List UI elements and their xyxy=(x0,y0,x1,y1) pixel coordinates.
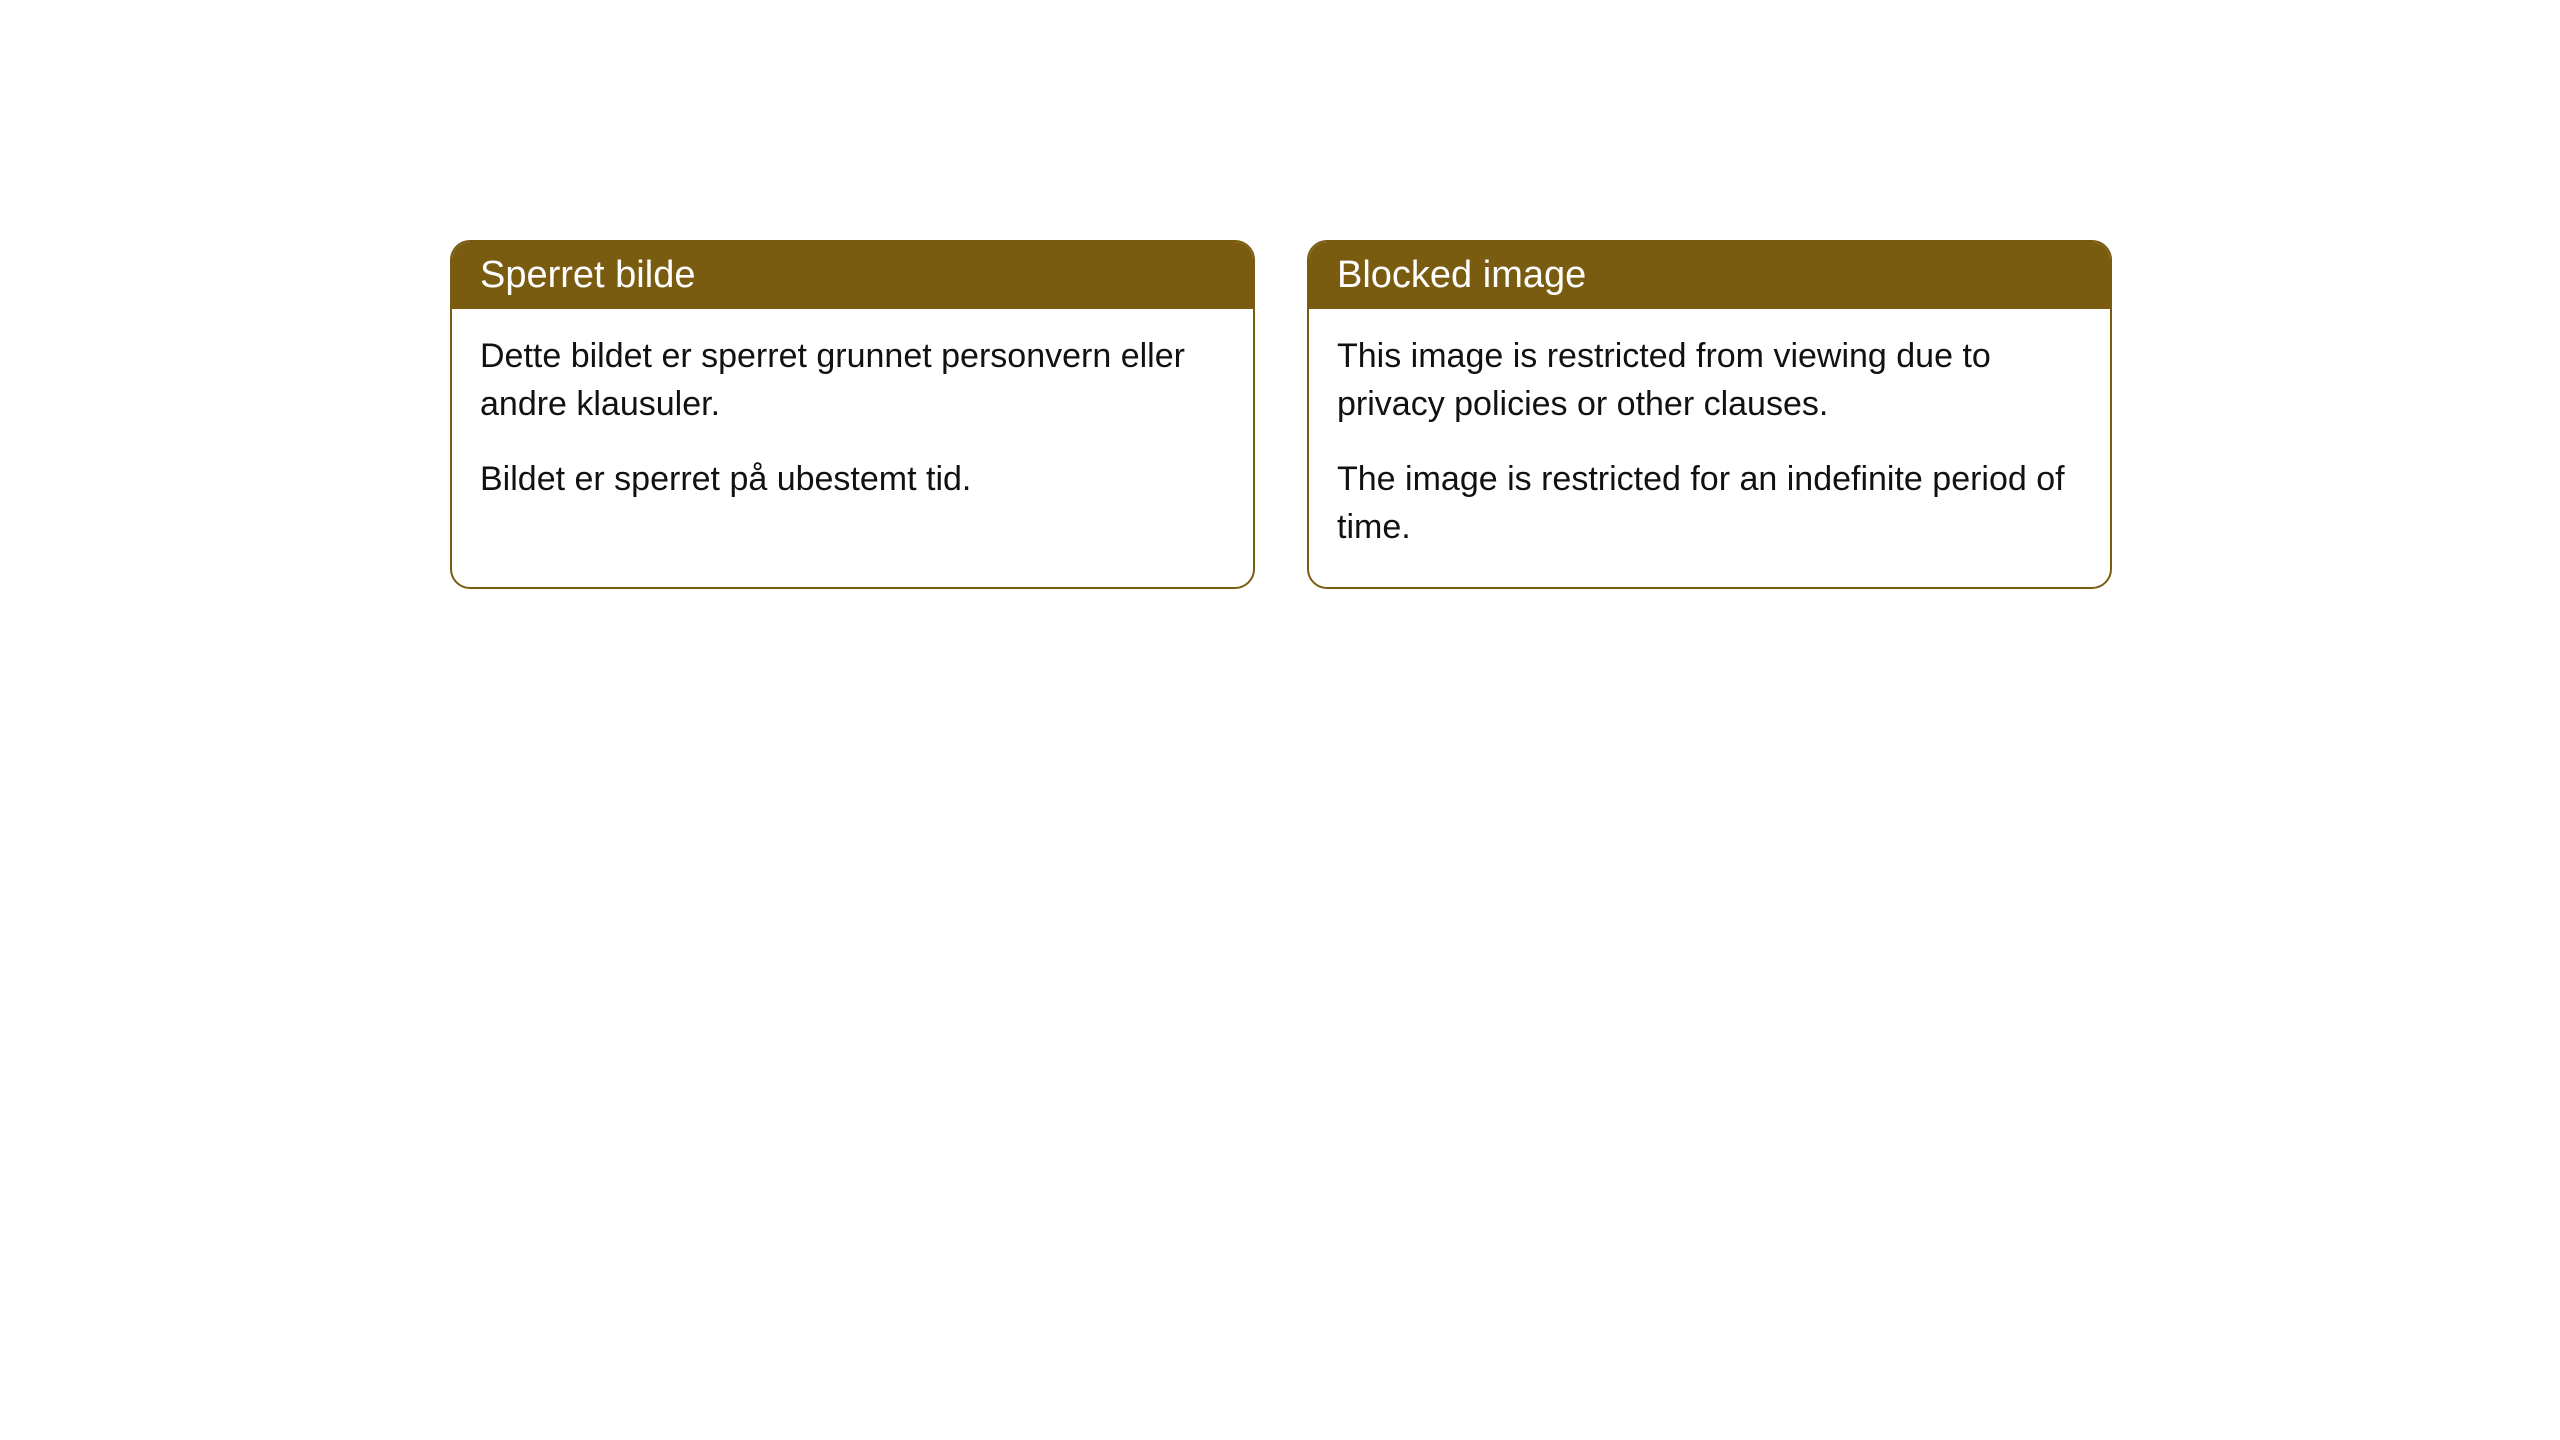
card-header-english: Blocked image xyxy=(1309,242,2110,309)
card-body-english: This image is restricted from viewing du… xyxy=(1309,309,2110,587)
card-paragraph: Bildet er sperret på ubestemt tid. xyxy=(480,456,1225,504)
card-english: Blocked image This image is restricted f… xyxy=(1307,240,2112,589)
card-paragraph: The image is restricted for an indefinit… xyxy=(1337,456,2082,551)
card-paragraph: Dette bildet er sperret grunnet personve… xyxy=(480,333,1225,428)
card-norwegian: Sperret bilde Dette bildet er sperret gr… xyxy=(450,240,1255,589)
card-paragraph: This image is restricted from viewing du… xyxy=(1337,333,2082,428)
cards-container: Sperret bilde Dette bildet er sperret gr… xyxy=(450,240,2112,589)
card-header-norwegian: Sperret bilde xyxy=(452,242,1253,309)
card-body-norwegian: Dette bildet er sperret grunnet personve… xyxy=(452,309,1253,540)
